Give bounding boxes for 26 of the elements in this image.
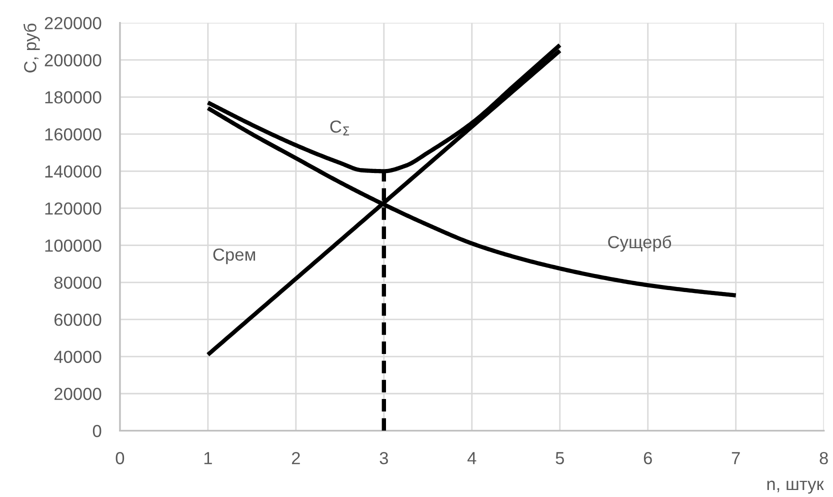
x-tick-label: 5 [556,452,564,464]
y-tick-label: 140000 [45,165,102,178]
y-tick-label: 200000 [44,54,102,66]
x-tick-label: 3 [380,452,388,464]
y-tick-label: 40000 [54,350,102,364]
y-tick-label: 80000 [54,276,102,289]
y-tick-label: 220000 [44,17,102,30]
y-tick-label: 60000 [54,314,102,326]
x-tick-label: 0 [116,452,124,464]
y-tick-label: 20000 [54,388,102,400]
x-tick-label: 2 [292,452,300,464]
x-tick-label: 7 [732,452,740,464]
x-tick-label: 6 [644,452,652,464]
x-tick-label: 1 [204,452,212,464]
y-tick-label: 100000 [45,239,102,252]
text: Срем [213,248,256,264]
x-tick-label: 4 [467,452,476,464]
x-tick-label: 8 [820,452,828,464]
y-tick-label: 160000 [45,128,102,141]
series-label: Сущерб [608,235,672,252]
x-axis-title: n, штук [767,480,824,494]
y-tick-label: 0 [92,424,102,438]
series-label: С$_{Σ}$ [330,120,350,136]
y-axis-title: С, руб [23,24,40,72]
y-tick-label: 120000 [45,202,102,215]
y-tick-label: 180000 [45,91,102,104]
